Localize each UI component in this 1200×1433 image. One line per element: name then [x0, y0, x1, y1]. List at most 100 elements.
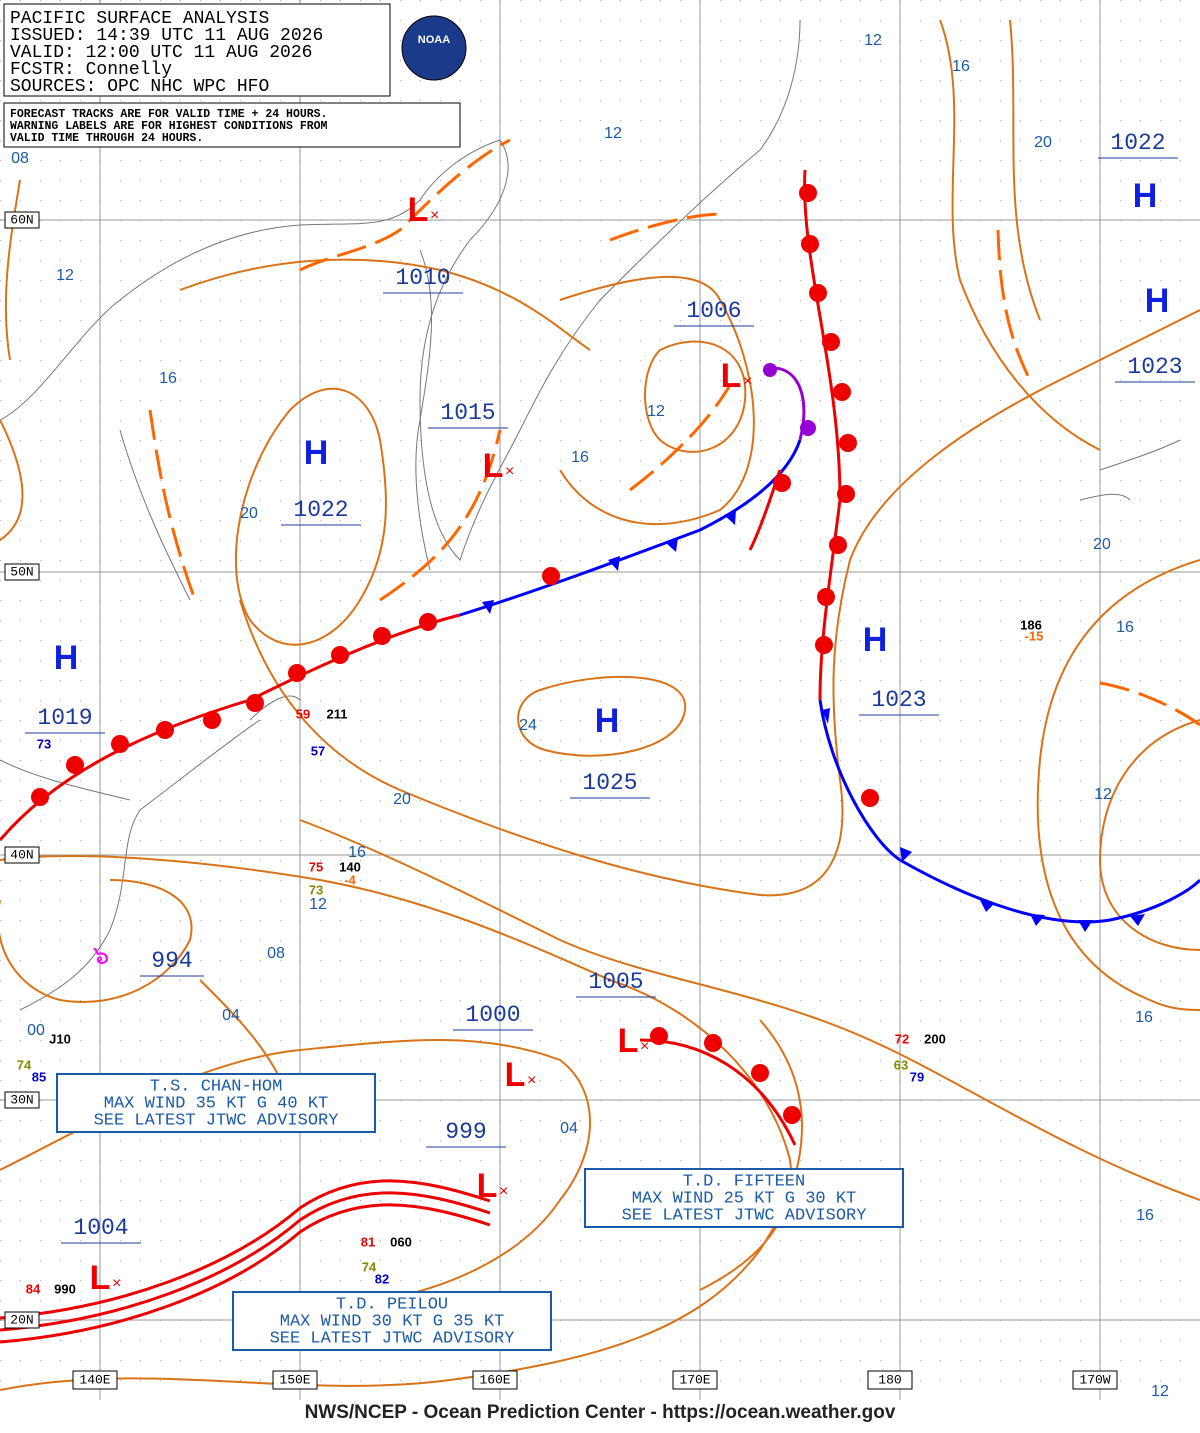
station-value: 74 [362, 1259, 377, 1274]
isobars [0, 19, 1200, 1391]
station-value: 990 [54, 1281, 76, 1296]
central-pressure: 1022 [1110, 130, 1165, 156]
isobar-label: 12 [1094, 786, 1112, 803]
header-line: ISSUED: 14:39 UTC 11 AUG 2026 [10, 26, 323, 46]
advisory-line: MAX WIND 35 KT G 40 KT [104, 1094, 328, 1113]
central-pressure: 1010 [395, 265, 450, 291]
header-line: FCSTR: Connelly [10, 60, 172, 80]
note-line: WARNING LABELS ARE FOR HIGHEST CONDITION… [10, 120, 328, 133]
footer: NWS/NCEP - Ocean Prediction Center - htt… [305, 1402, 896, 1423]
isobar-label: 16 [571, 449, 589, 466]
header-line: SOURCES: OPC NHC WPC HFO [10, 77, 269, 97]
low-center: L [90, 1259, 111, 1297]
advisory-line: T.D. PEILOU [336, 1295, 448, 1314]
isobar-label: 08 [11, 150, 29, 167]
low-center: L [483, 447, 504, 485]
station-value: 59 [296, 706, 310, 721]
station-value: 75 [309, 859, 323, 874]
isobar-label: 12 [56, 267, 74, 284]
central-pressure: 1000 [465, 1002, 520, 1028]
lat-label: 50N [10, 564, 33, 579]
isobar-label: 16 [1135, 1009, 1153, 1026]
low-x: × [505, 463, 514, 480]
lat-label-box [4, 563, 40, 581]
lat-label: 20N [10, 1312, 33, 1327]
low-center: L [618, 1022, 639, 1060]
advisory-box [56, 1073, 376, 1133]
high-center: H [54, 639, 79, 677]
station-value: 74 [17, 1057, 32, 1072]
station-value: -4 [344, 872, 356, 887]
lon-label-box [867, 1370, 913, 1390]
lat-label: 30N [10, 1092, 33, 1107]
isobar-label: 16 [952, 58, 970, 75]
low-x: × [112, 1275, 121, 1292]
isobar-label: 16 [1116, 619, 1134, 636]
station-value: 63 [894, 1057, 908, 1072]
coastlines [0, 19, 1181, 1011]
station-value: 81 [361, 1234, 375, 1249]
low-x: × [430, 207, 439, 224]
lon-label-box [672, 1370, 718, 1390]
high-center: H [1133, 177, 1158, 215]
advisory-line: MAX WIND 25 KT G 30 KT [632, 1189, 856, 1208]
high-center: H [1145, 282, 1170, 320]
lat-label-box [4, 846, 40, 864]
station-value: J10 [49, 1031, 71, 1046]
station-value: 73 [309, 882, 323, 897]
lon-label: 140E [79, 1372, 110, 1387]
lat-label: 40N [10, 847, 33, 862]
isobar-label: 04 [560, 1120, 578, 1137]
station-value: -15 [1025, 628, 1044, 643]
logo-text: NOAA [418, 34, 450, 46]
header-box [3, 3, 467, 148]
station-value: 79 [910, 1069, 924, 1084]
advisory-box [232, 1291, 552, 1351]
station-value: 060 [390, 1234, 412, 1249]
lon-label: 170W [1079, 1372, 1110, 1387]
lon-label-box [72, 1370, 118, 1390]
advisory-line: T.S. CHAN-HOM [150, 1077, 283, 1096]
note-line: FORECAST TRACKS ARE FOR VALID TIME + 24 … [10, 108, 327, 121]
low-x: × [743, 373, 752, 390]
lon-label-box [472, 1370, 518, 1390]
isobar-label: 16 [1136, 1207, 1154, 1224]
lat-label: 60N [10, 212, 33, 227]
isobar-label: 20 [1034, 134, 1052, 151]
central-pressure: 994 [151, 948, 192, 974]
lon-label: 180 [878, 1372, 901, 1387]
central-pressure: 1005 [588, 969, 643, 995]
isobar-label: 16 [348, 844, 366, 861]
lon-label-box [1072, 1370, 1118, 1390]
note-line: VALID TIME THROUGH 24 HOURS. [10, 132, 203, 145]
central-pressure: 1023 [1127, 354, 1182, 380]
central-pressure: 1015 [440, 400, 495, 426]
lon-label-box [272, 1370, 318, 1390]
central-pressure: 1022 [293, 497, 348, 523]
isobar-label: 12 [864, 32, 882, 49]
central-pressure: 1025 [582, 770, 637, 796]
isobar-label: 20 [393, 791, 411, 808]
lat-label-box [4, 1091, 40, 1109]
isobar-label: 16 [159, 370, 177, 387]
station-value: 57 [311, 743, 325, 758]
low-x: × [499, 1183, 508, 1200]
station-value: 82 [375, 1271, 389, 1286]
low-center: L [477, 1167, 498, 1205]
minor-grid [0, 0, 1200, 1400]
low-x: × [527, 1072, 536, 1089]
isobar-label: 20 [1093, 536, 1111, 553]
lon-label: 170E [679, 1372, 710, 1387]
fronts [0, 138, 1200, 1344]
station-value: 73 [37, 736, 51, 751]
station-value: 85 [32, 1069, 46, 1084]
low-x: × [640, 1038, 649, 1055]
central-pressure: 1023 [871, 687, 926, 713]
advisory-line: T.D. FIFTEEN [683, 1172, 805, 1191]
high-center: H [304, 434, 329, 472]
station-value: 200 [924, 1031, 946, 1046]
tropical-symbol: ๖ [93, 940, 110, 970]
station-value: 72 [895, 1031, 909, 1046]
isobar-label: 24 [519, 717, 537, 734]
